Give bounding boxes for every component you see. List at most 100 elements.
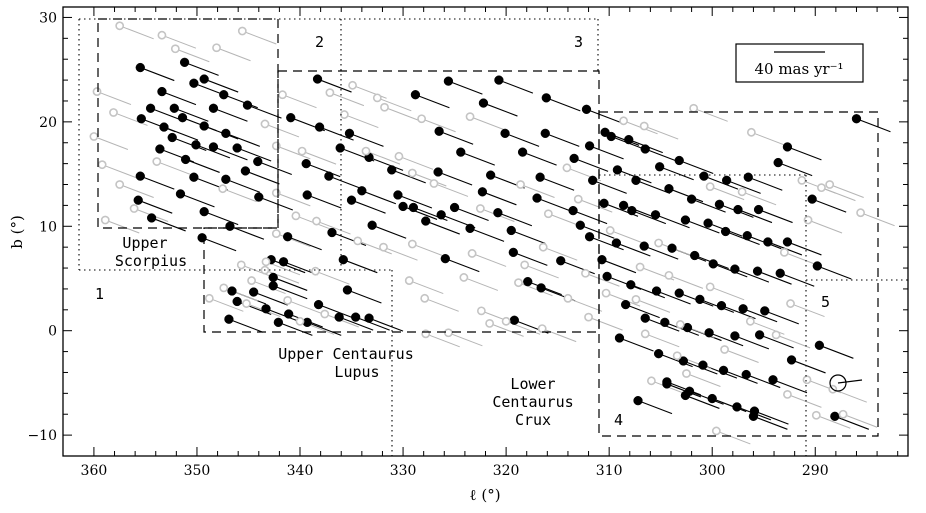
candidate-star-marker bbox=[797, 175, 807, 185]
proper-motion-vector bbox=[175, 48, 210, 63]
member-star-marker bbox=[611, 238, 622, 248]
candidate-star-marker bbox=[444, 328, 453, 338]
proper-motion-vector bbox=[351, 199, 386, 214]
proper-motion-vector bbox=[319, 126, 354, 141]
proper-motion-vector bbox=[278, 321, 313, 336]
proper-motion-vector bbox=[460, 151, 495, 166]
member-star-marker bbox=[155, 144, 165, 154]
proper-motion-vector bbox=[504, 132, 540, 147]
member-star-marker bbox=[569, 153, 579, 164]
candidate-star-marker bbox=[746, 127, 756, 137]
proper-motion-vector bbox=[247, 104, 282, 119]
candidate-star-marker bbox=[404, 276, 414, 285]
member-star-marker bbox=[760, 306, 770, 316]
proper-motion-vector bbox=[225, 178, 261, 193]
candidate-star-marker bbox=[312, 216, 321, 226]
candidate-star-marker bbox=[563, 293, 573, 303]
proper-motion-vector bbox=[140, 175, 175, 190]
proper-motion-vector bbox=[105, 219, 140, 234]
proper-motion-vector bbox=[251, 280, 286, 295]
candidate-star-marker bbox=[856, 208, 865, 218]
proper-motion-vector bbox=[790, 303, 825, 318]
candidate-star-marker bbox=[783, 389, 792, 399]
proper-motion-vector bbox=[580, 224, 615, 239]
member-star-marker bbox=[506, 225, 516, 236]
region-label-upper-centaurus-lupus-line-1: Upper Centaurus bbox=[278, 345, 413, 363]
member-star-marker bbox=[540, 128, 550, 138]
proper-motion-vector bbox=[498, 79, 534, 94]
member-star-marker bbox=[136, 114, 146, 124]
proper-motion-vector bbox=[635, 179, 671, 194]
proper-motion-vector bbox=[384, 106, 419, 121]
member-star-marker bbox=[199, 74, 209, 84]
region-label-upper-scorpius-line-1: Upper bbox=[122, 234, 167, 252]
proper-motion-vector bbox=[664, 321, 700, 336]
proper-motion-vector bbox=[305, 163, 341, 178]
reference-marker bbox=[829, 374, 863, 392]
proper-motion-vector bbox=[469, 116, 505, 131]
member-star-marker bbox=[286, 113, 296, 123]
proper-motion-vector bbox=[273, 285, 308, 300]
member-star-marker bbox=[456, 147, 466, 157]
member-star-marker bbox=[640, 144, 650, 154]
member-star-marker bbox=[517, 147, 528, 157]
candidate-star-marker bbox=[297, 146, 307, 156]
proper-motion-vector bbox=[737, 209, 773, 224]
candidate-star-marker bbox=[271, 141, 281, 151]
member-star-marker bbox=[584, 232, 595, 242]
proper-motion-vector bbox=[421, 118, 456, 133]
x-tick-label: 310 bbox=[596, 463, 623, 479]
candidate-star-marker bbox=[236, 260, 246, 270]
proper-motion-vector bbox=[151, 217, 186, 232]
x-tick-label: 300 bbox=[699, 463, 726, 479]
member-star-marker bbox=[398, 201, 408, 212]
member-star-marker bbox=[614, 333, 625, 343]
proper-motion-vector bbox=[448, 80, 483, 95]
proper-motion-vector bbox=[216, 47, 251, 62]
candidate-star-marker bbox=[115, 21, 125, 31]
member-star-marker bbox=[199, 207, 209, 217]
candidate-star-marker bbox=[278, 90, 287, 100]
proper-motion-vector bbox=[784, 251, 819, 266]
proper-motion-vector bbox=[257, 161, 292, 176]
proper-motion-vector bbox=[817, 265, 852, 280]
proper-motion-vector bbox=[273, 276, 308, 291]
member-star-marker bbox=[434, 126, 444, 136]
member-star-marker bbox=[660, 317, 670, 327]
upper-centaurus-lupus-boundary bbox=[203, 70, 600, 333]
candidate-star-marker bbox=[467, 249, 477, 258]
member-star-marker bbox=[494, 75, 504, 85]
candidate-star-marker bbox=[242, 299, 251, 308]
member-star-marker bbox=[167, 132, 177, 143]
member-star-marker bbox=[618, 200, 629, 211]
proper-motion-vector bbox=[842, 413, 878, 428]
member-star-marker bbox=[716, 300, 727, 311]
member-star-marker bbox=[782, 142, 793, 152]
candidate-star-marker bbox=[803, 215, 813, 225]
region-label-lower-centaurus-crux-line-1: Lower bbox=[510, 375, 555, 393]
candidate-star-marker bbox=[520, 260, 530, 270]
proper-motion-vector bbox=[276, 192, 311, 207]
candidate-star-marker bbox=[476, 306, 486, 316]
member-star-marker bbox=[581, 104, 592, 114]
member-star-marker bbox=[208, 103, 219, 113]
proper-motion-vector bbox=[522, 151, 557, 166]
member-star-marker bbox=[342, 285, 353, 295]
x-tick-label: 360 bbox=[81, 463, 108, 479]
member-star-marker bbox=[752, 266, 763, 276]
candidate-star-marker bbox=[672, 351, 682, 361]
region-number-4: 4 bbox=[614, 411, 623, 429]
member-star-marker bbox=[626, 280, 636, 290]
proper-motion-vector bbox=[668, 274, 704, 289]
proper-motion-vector bbox=[625, 304, 660, 319]
proper-motion-vector bbox=[610, 229, 645, 244]
candidate-star-marker bbox=[647, 376, 656, 386]
candidate-star-marker bbox=[501, 316, 511, 326]
member-star-marker bbox=[301, 158, 311, 169]
proper-motion-vector bbox=[245, 170, 280, 185]
proper-motion-vector bbox=[572, 210, 608, 225]
member-star-marker bbox=[189, 172, 199, 182]
member-star-marker bbox=[364, 313, 374, 323]
proper-motion-vector bbox=[483, 102, 518, 117]
candidate-star-marker bbox=[786, 299, 795, 308]
